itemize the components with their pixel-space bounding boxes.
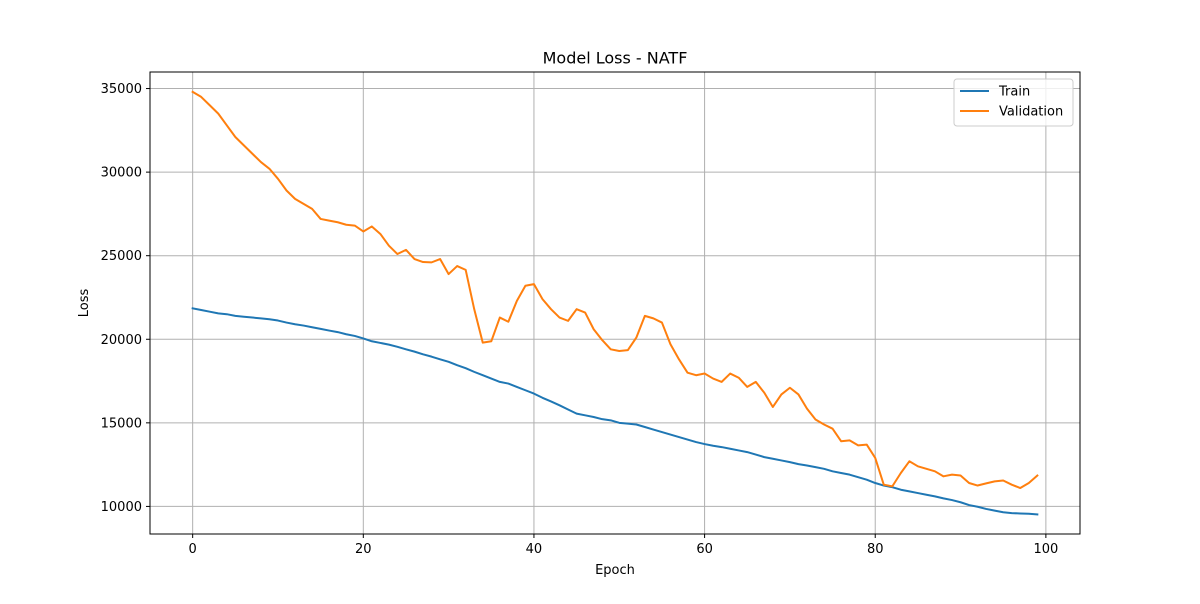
series-line-train bbox=[191, 307, 1039, 516]
series-line-validation bbox=[191, 90, 1039, 490]
y-axis-label: Loss bbox=[77, 289, 92, 318]
x-tick-label: 40 bbox=[526, 542, 543, 557]
x-tick-label: 0 bbox=[189, 542, 197, 557]
legend-label-validation: Validation bbox=[999, 105, 1063, 120]
chart-title: Model Loss - NATF bbox=[543, 49, 688, 68]
y-tick-label: 10000 bbox=[101, 500, 142, 515]
legend: Train Validation bbox=[953, 78, 1074, 127]
x-tick-label: 20 bbox=[355, 542, 372, 557]
y-tick-label: 25000 bbox=[101, 249, 142, 264]
x-axis-label: Epoch bbox=[595, 563, 635, 578]
y-tick-label: 20000 bbox=[101, 333, 142, 348]
x-tick-label: 60 bbox=[696, 542, 713, 557]
x-tick-label: 100 bbox=[1033, 542, 1058, 557]
axes-frame bbox=[149, 71, 1081, 535]
ticks: 0 20 40 60 80 100 10000 15000 20000 25000 30000 350… bbox=[101, 82, 1059, 557]
grid bbox=[150, 72, 1080, 534]
y-tick-label: 15000 bbox=[101, 416, 142, 431]
x-tick-label: 80 bbox=[867, 542, 884, 557]
series-layer bbox=[191, 90, 1039, 516]
y-tick-label: 35000 bbox=[101, 82, 142, 97]
legend-label-train: Train bbox=[998, 85, 1030, 100]
y-tick-label: 30000 bbox=[101, 166, 142, 181]
